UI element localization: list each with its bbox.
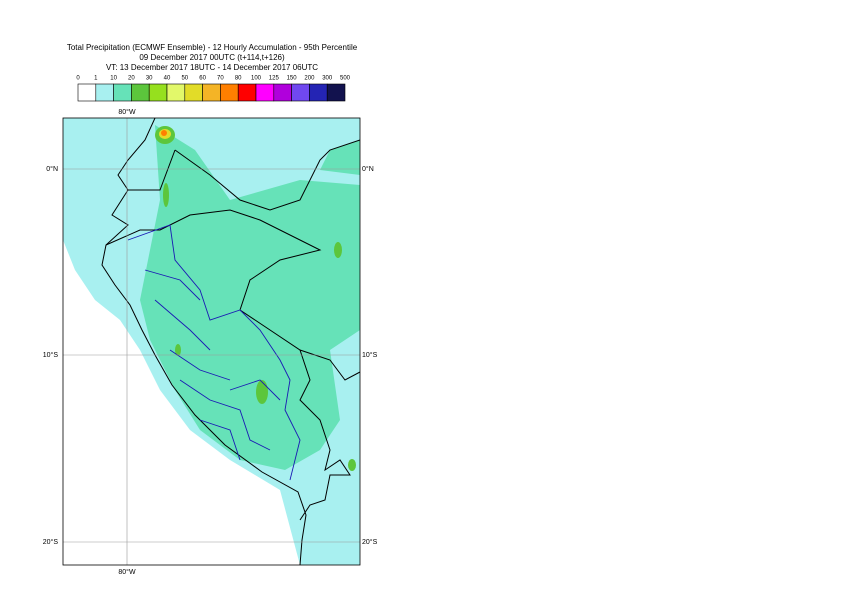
coastline (101, 118, 307, 565)
precip-cell (256, 380, 268, 404)
precip-light (63, 118, 110, 215)
precip-cell (163, 183, 169, 207)
colorbar-box (237, 83, 257, 102)
lat-label: 20°S (43, 538, 59, 546)
precip-moderate (320, 140, 360, 175)
run-info: 09 December 2017 00UTC (t+114,t+126) (139, 53, 285, 62)
colorbar-box (273, 83, 292, 102)
colorbar-label: 200 (304, 76, 315, 82)
colorbar-box (291, 83, 310, 102)
lat-label: 10°S (43, 351, 59, 359)
lat-label: 0°N (362, 165, 374, 173)
colorbar-label: 20 (128, 76, 135, 82)
lat-label: 10°S (362, 351, 378, 359)
colorbar-label: 30 (146, 76, 153, 82)
colorbar-label: 150 (287, 76, 298, 82)
colorbar-box (148, 83, 168, 102)
colorbar-label: 300 (322, 76, 333, 82)
title: Total Precipitation (ECMWF Ensemble) - 1… (67, 43, 358, 52)
colorbar-box (202, 83, 221, 102)
colorbar-box (309, 83, 328, 102)
colorbar-box (220, 83, 239, 102)
precip-cell (348, 459, 356, 471)
colorbar-box (113, 83, 132, 102)
valid-time: VT: 13 December 2017 18UTC - 14 December… (106, 63, 318, 72)
colorbar-label: 500 (340, 76, 351, 82)
lon-label: 80°W (118, 568, 136, 576)
precip-moderate (140, 125, 360, 470)
map: 80°W 80°W 0°N 0°N 10°S 10°S 20°S 20°S (43, 108, 378, 576)
precip-cell (161, 130, 167, 136)
lon-label: 80°W (118, 108, 136, 116)
colorbar-label: 0 (76, 76, 80, 82)
colorbar-box (326, 83, 346, 102)
colorbar-box (184, 83, 203, 102)
precip-cell (334, 242, 342, 258)
colorbar-label: 60 (199, 76, 206, 82)
colorbar-label: 125 (269, 76, 280, 82)
lat-label: 20°S (362, 538, 378, 546)
colorbar-box (77, 83, 97, 102)
colorbar-label: 10 (110, 76, 117, 82)
colorbar-box (255, 83, 275, 102)
colorbar-label: 70 (217, 76, 224, 82)
country-border (105, 139, 360, 521)
colorbar-box (95, 83, 114, 102)
colorbar-label: 100 (251, 76, 262, 82)
colorbar: 0 1 10 20 30 40 50 60 70 80 100 125 150 200 300 500 (76, 76, 351, 102)
map-frame (62, 117, 361, 566)
precip-cell (175, 344, 181, 356)
colorbar-label: 40 (164, 76, 171, 82)
colorbar-label: 1 (94, 76, 98, 82)
lat-label: 0°N (46, 165, 58, 173)
colorbar-label: 50 (181, 76, 188, 82)
colorbar-label: 80 (235, 76, 242, 82)
colorbar-box (166, 83, 186, 102)
region-border (127, 224, 301, 481)
colorbar-box (131, 83, 150, 102)
